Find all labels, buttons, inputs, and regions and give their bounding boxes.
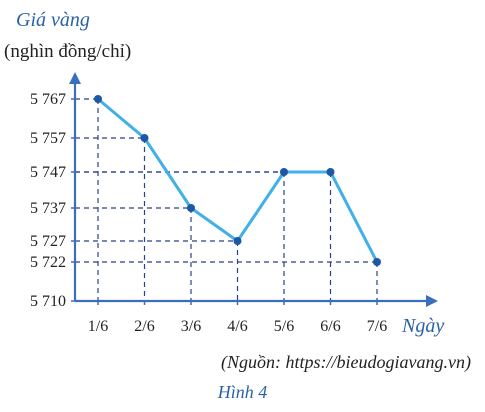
data-point [94,95,102,103]
y-tick-label: 5 727 [30,233,66,250]
line-chart: 5 767 5 757 5 747 5 737 5 727 5 722 5 710 1/6 2/… [4,9,444,337]
data-point [187,204,195,212]
y-tick-label: 5 737 [30,200,66,217]
data-point [373,258,381,266]
data-point [233,237,242,245]
y-tick-label: 5 767 [30,91,66,108]
y-tick-label: 5 757 [30,130,66,147]
x-tick-label: 1/6 [88,318,108,335]
y-axis-title: Giá vàng [16,9,90,31]
x-tick-label: 6/6 [320,318,340,335]
x-tick-label: 2/6 [134,318,154,335]
axes [69,72,438,307]
x-axis-title: Ngày [401,315,444,337]
figure-caption: Hình 4 [217,382,268,402]
x-tick-label: 5/6 [274,318,294,335]
data-point [280,168,288,176]
data-point [326,168,335,176]
y-axis-unit: (nghìn đồng/chỉ) [4,41,131,62]
x-tick-label: 3/6 [181,318,201,335]
data-point [140,134,149,142]
y-tick-label: 5 710 [30,293,66,310]
x-tick-label: 4/6 [227,318,247,335]
guide-lines [75,98,378,301]
y-tick-label: 5 747 [30,164,66,181]
tick-labels: 5 767 5 757 5 747 5 737 5 727 5 722 5 710 1/6 2/… [30,91,387,335]
y-tick-label: 5 722 [30,254,66,271]
y-axis-arrow [69,72,81,84]
x-tick-label: 7/6 [367,318,387,335]
x-axis-arrow [426,295,438,307]
source-caption: (Nguồn: https://bieudogiavang.vn) [221,352,471,372]
series-line [94,95,381,266]
